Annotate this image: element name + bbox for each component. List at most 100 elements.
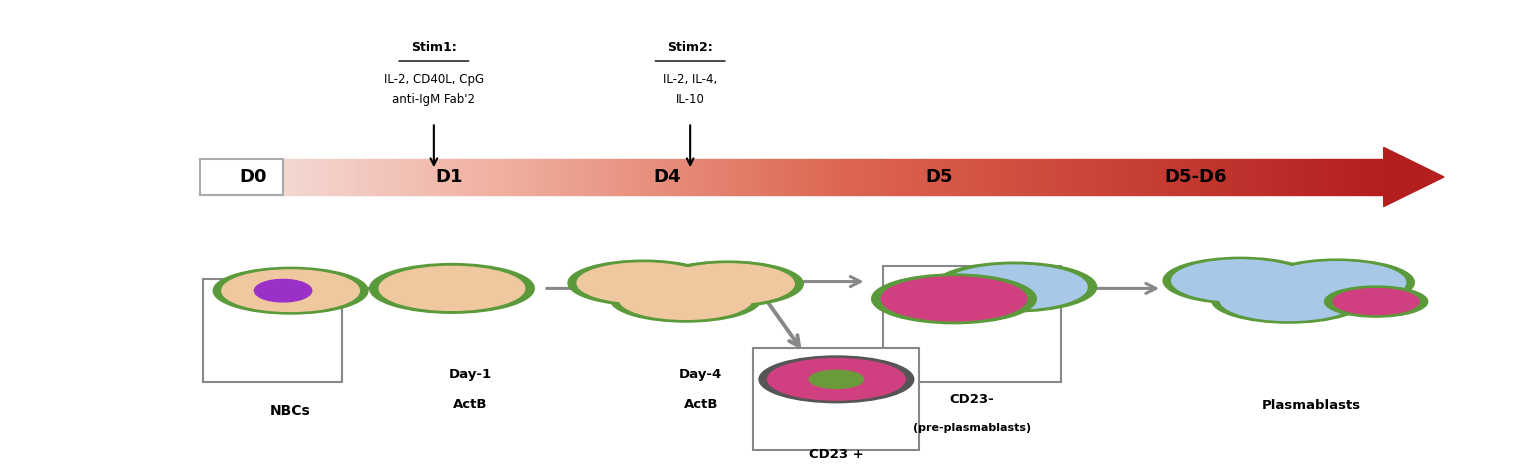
Bar xyxy=(1198,159,1202,195)
Bar xyxy=(1119,159,1122,195)
Bar xyxy=(441,159,446,195)
Bar xyxy=(1087,159,1092,195)
Bar xyxy=(1107,159,1111,195)
Bar xyxy=(1284,159,1289,195)
Bar xyxy=(500,159,505,195)
Bar xyxy=(232,159,236,195)
Bar xyxy=(1269,159,1273,195)
Bar xyxy=(512,159,517,195)
Text: Stim1:: Stim1: xyxy=(411,41,456,54)
Text: IL-2, IL-4,: IL-2, IL-4, xyxy=(662,73,717,86)
Circle shape xyxy=(379,267,525,310)
Bar xyxy=(940,159,944,195)
Circle shape xyxy=(611,276,761,322)
Text: ActB: ActB xyxy=(684,398,719,411)
Bar xyxy=(561,159,564,195)
Bar xyxy=(1055,159,1060,195)
Bar xyxy=(1040,159,1043,195)
Bar xyxy=(379,159,382,195)
Bar xyxy=(1102,159,1107,195)
Bar xyxy=(355,159,358,195)
Bar xyxy=(635,159,640,195)
Bar xyxy=(1348,159,1352,195)
Bar xyxy=(620,159,623,195)
Bar xyxy=(758,159,763,195)
Bar xyxy=(247,159,252,195)
Bar xyxy=(532,159,537,195)
Bar xyxy=(1131,159,1134,195)
Bar xyxy=(576,159,581,195)
FancyBboxPatch shape xyxy=(884,266,1061,382)
Bar xyxy=(318,159,323,195)
Bar xyxy=(1178,159,1182,195)
Bar xyxy=(1352,159,1355,195)
Text: IL-10: IL-10 xyxy=(676,93,705,106)
Bar xyxy=(944,159,949,195)
Bar xyxy=(615,159,620,195)
Bar xyxy=(1345,159,1348,195)
Bar xyxy=(897,159,901,195)
Bar xyxy=(1355,159,1360,195)
Bar xyxy=(418,159,421,195)
Bar xyxy=(960,159,964,195)
Bar xyxy=(687,159,691,195)
Bar xyxy=(957,159,960,195)
Bar xyxy=(244,159,247,195)
Bar xyxy=(1070,159,1075,195)
Bar xyxy=(1134,159,1139,195)
Bar xyxy=(1142,159,1146,195)
Bar xyxy=(537,159,541,195)
Bar xyxy=(1234,159,1237,195)
Bar xyxy=(699,159,703,195)
Bar xyxy=(1320,159,1325,195)
Bar xyxy=(387,159,390,195)
Bar xyxy=(1122,159,1126,195)
Bar xyxy=(869,159,873,195)
Bar xyxy=(679,159,684,195)
Bar xyxy=(1186,159,1190,195)
Bar xyxy=(541,159,544,195)
Bar xyxy=(1273,159,1276,195)
Bar xyxy=(308,159,311,195)
Bar xyxy=(1099,159,1102,195)
Bar xyxy=(1114,159,1119,195)
Bar xyxy=(522,159,525,195)
Bar xyxy=(390,159,394,195)
Text: Plasmablasts: Plasmablasts xyxy=(1261,399,1361,412)
Bar xyxy=(205,159,208,195)
Bar xyxy=(299,159,303,195)
Bar xyxy=(473,159,478,195)
Bar xyxy=(846,159,849,195)
Bar xyxy=(212,159,215,195)
Bar xyxy=(465,159,470,195)
Bar xyxy=(834,159,837,195)
Bar xyxy=(782,159,785,195)
Bar xyxy=(1289,159,1293,195)
Bar xyxy=(1079,159,1082,195)
Bar xyxy=(849,159,854,195)
Bar xyxy=(490,159,493,195)
Bar xyxy=(628,159,632,195)
Bar xyxy=(664,159,667,195)
Bar xyxy=(640,159,643,195)
Bar xyxy=(937,159,940,195)
Bar xyxy=(743,159,746,195)
Circle shape xyxy=(652,261,803,307)
Circle shape xyxy=(767,359,905,400)
Circle shape xyxy=(1333,288,1419,315)
Bar xyxy=(714,159,719,195)
Bar xyxy=(932,159,937,195)
Bar xyxy=(1313,159,1316,195)
Bar xyxy=(755,159,758,195)
Bar xyxy=(802,159,807,195)
Bar xyxy=(200,159,283,195)
Bar xyxy=(837,159,841,195)
Bar xyxy=(1023,159,1028,195)
Bar xyxy=(236,159,240,195)
Bar xyxy=(1245,159,1249,195)
Bar xyxy=(841,159,846,195)
Bar xyxy=(1276,159,1281,195)
Bar xyxy=(1111,159,1114,195)
Bar xyxy=(790,159,794,195)
Bar xyxy=(829,159,834,195)
